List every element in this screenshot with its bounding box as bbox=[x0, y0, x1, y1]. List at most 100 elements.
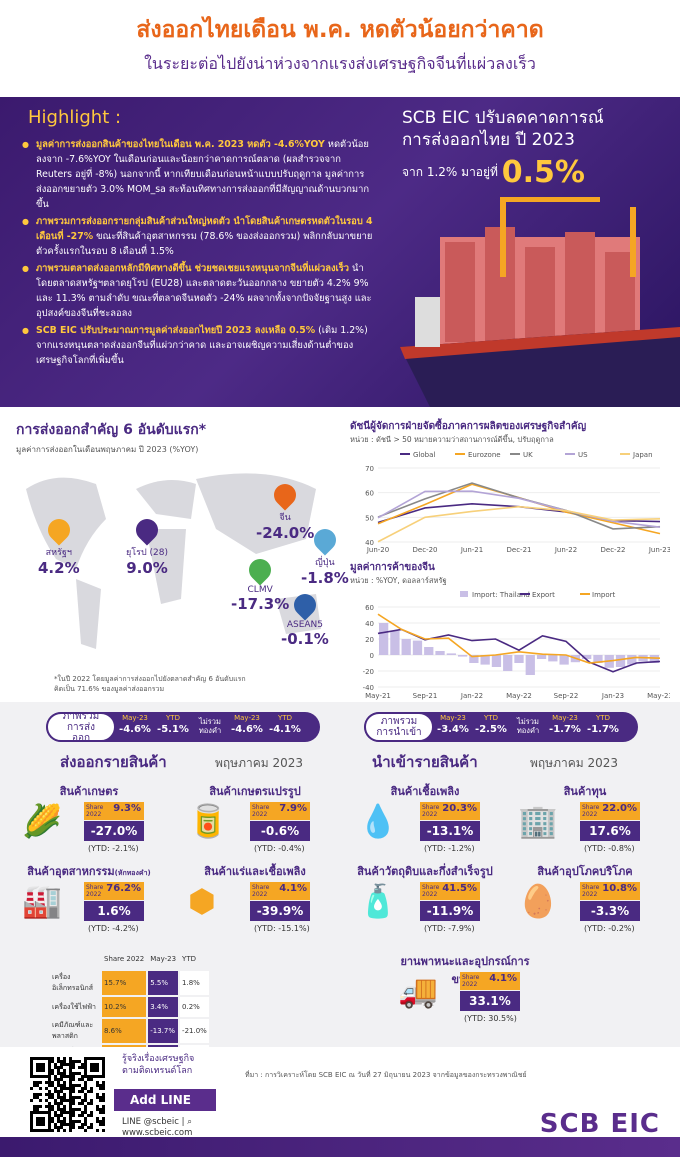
qr-module bbox=[66, 1075, 69, 1078]
qr-module bbox=[48, 1102, 51, 1105]
qr-module bbox=[72, 1099, 75, 1102]
qr-module bbox=[63, 1123, 66, 1126]
qr-module bbox=[36, 1111, 39, 1114]
subtable-may: -13.7% bbox=[148, 1019, 179, 1043]
qr-module bbox=[30, 1120, 33, 1123]
subtable-row-name: เครื่องใช้ไฟฟ้า bbox=[52, 1002, 96, 1011]
map-pin: สหรัฐฯ 4.2% bbox=[38, 514, 80, 577]
china-import-thailand-bar bbox=[649, 655, 659, 663]
map-pin-label: CLMV bbox=[247, 585, 273, 595]
qr-module bbox=[60, 1066, 63, 1069]
qr-module bbox=[51, 1084, 54, 1087]
qr-module bbox=[102, 1060, 105, 1063]
qr-module bbox=[36, 1093, 39, 1096]
map-pin-value: -1.8% bbox=[301, 569, 349, 587]
qr-module bbox=[39, 1123, 42, 1126]
qr-module bbox=[63, 1060, 66, 1063]
export-exgold-ytd-header: YTD bbox=[278, 714, 292, 722]
qr-module bbox=[36, 1123, 39, 1126]
china-import-thailand-bar bbox=[582, 655, 592, 659]
qr-module bbox=[39, 1075, 42, 1078]
map-pin-label: สหรัฐฯ bbox=[45, 548, 72, 558]
qr-module bbox=[69, 1081, 72, 1084]
qr-module bbox=[90, 1111, 93, 1114]
qr-module bbox=[96, 1105, 99, 1108]
qr-module bbox=[84, 1075, 87, 1078]
forecast-title-line2: การส่งออกไทย ปี 2023 bbox=[402, 130, 575, 150]
qr-module bbox=[39, 1111, 42, 1114]
product-name: สินค้าอุตสาหกรรม(หักทองคำ) bbox=[14, 862, 164, 880]
line-id[interactable]: LINE @scbeic | ⌕ bbox=[122, 1117, 192, 1127]
qr-module bbox=[78, 1126, 81, 1129]
import-exgold-month-header: May-23 bbox=[552, 714, 578, 722]
qr-module bbox=[63, 1075, 66, 1078]
location-pin-icon bbox=[309, 524, 341, 556]
product-section: ภาพรวม การส่งออก May-23 -4.6% YTD -5.1% ไม่… bbox=[0, 702, 680, 1069]
qr-module bbox=[42, 1111, 45, 1114]
qr-module bbox=[39, 1117, 42, 1120]
qr-module bbox=[78, 1114, 81, 1117]
qr-module bbox=[81, 1123, 84, 1126]
qr-module bbox=[48, 1126, 51, 1129]
location-pin-icon bbox=[131, 514, 163, 546]
qr-module bbox=[78, 1096, 81, 1099]
export-summary-month: May-23 -4.6% bbox=[116, 712, 154, 742]
china-xtick: Jan-22 bbox=[460, 692, 483, 700]
qr-module bbox=[30, 1066, 33, 1069]
ytd-value: (YTD: 30.5%) bbox=[464, 1014, 517, 1023]
qr-module bbox=[48, 1090, 51, 1093]
china-xtick: Sep-21 bbox=[413, 692, 438, 700]
export-summary-label: ภาพรวม การส่งออก bbox=[46, 712, 116, 742]
highlight-list: มูลค่าการส่งออกสินค้าของไทยในเดือน พ.ค. … bbox=[22, 137, 374, 370]
factory-icon: 🏭 bbox=[22, 882, 62, 920]
qr-module bbox=[90, 1078, 93, 1081]
share-badge: Share 2022 41.5% bbox=[420, 882, 480, 900]
qr-module bbox=[51, 1096, 54, 1099]
import-exgold-month: May-23 -1.7% bbox=[546, 712, 584, 742]
pmi-series-line bbox=[377, 490, 661, 528]
pmi-legend-label: Eurozone bbox=[468, 451, 501, 459]
qr-module bbox=[90, 1063, 93, 1066]
qr-module bbox=[39, 1057, 42, 1060]
share-value: 22.0% bbox=[602, 803, 637, 814]
map-pin-value: -0.1% bbox=[281, 630, 329, 648]
qr-module bbox=[102, 1063, 105, 1066]
map-pin-value: -17.3% bbox=[231, 595, 290, 613]
pmi-legend-item: Eurozone bbox=[455, 451, 501, 459]
qr-module bbox=[36, 1063, 39, 1066]
export-summary-bar: ภาพรวม การส่งออก May-23 -4.6% YTD -5.1% ไม่… bbox=[46, 712, 320, 742]
qr-module bbox=[99, 1084, 102, 1087]
qr-module bbox=[60, 1084, 63, 1087]
qr-module bbox=[57, 1060, 60, 1063]
qr-module bbox=[72, 1096, 75, 1099]
pmi-xtick: Jun-20 bbox=[366, 546, 389, 554]
qr-module bbox=[39, 1063, 42, 1066]
qr-module bbox=[48, 1123, 51, 1126]
china-import-thailand-bar bbox=[525, 655, 535, 675]
highlight-bullet-bold: SCB EIC ปรับประมาณการมูลค่าส่งออกไทยปี 2… bbox=[36, 325, 316, 336]
product-item: สินค้าอุปโภคบริโภค 🥚 Share 2022 10.8% -3.3% (Y… bbox=[510, 862, 660, 942]
china-ytick: -20 bbox=[363, 668, 374, 676]
qr-module bbox=[48, 1057, 51, 1060]
qr-module bbox=[102, 1066, 105, 1069]
pmi-ytick: 60 bbox=[365, 490, 374, 498]
qr-module bbox=[96, 1108, 99, 1111]
website-link[interactable]: www.scbeic.com bbox=[122, 1128, 193, 1138]
export-month-value: -4.6% bbox=[119, 724, 151, 735]
qr-module bbox=[96, 1096, 99, 1099]
qr-module bbox=[42, 1120, 45, 1123]
add-line-button[interactable]: Add LINE bbox=[114, 1089, 216, 1111]
qr-module bbox=[36, 1081, 39, 1084]
qr-module bbox=[33, 1129, 36, 1132]
qr-module bbox=[54, 1087, 57, 1090]
china-import-thailand-bar bbox=[390, 631, 400, 655]
china-import-thailand-bar bbox=[536, 655, 547, 659]
qr-code-icon[interactable] bbox=[30, 1057, 105, 1132]
qr-module bbox=[36, 1120, 39, 1123]
china-chart-unit: หน่วย : %YOY, ดอลลาร์สหรัฐ bbox=[350, 576, 447, 585]
qr-module bbox=[96, 1057, 99, 1060]
qr-module bbox=[99, 1108, 102, 1111]
qr-module bbox=[63, 1099, 66, 1102]
qr-module bbox=[69, 1069, 72, 1072]
china-import-thailand-bar bbox=[457, 655, 468, 657]
